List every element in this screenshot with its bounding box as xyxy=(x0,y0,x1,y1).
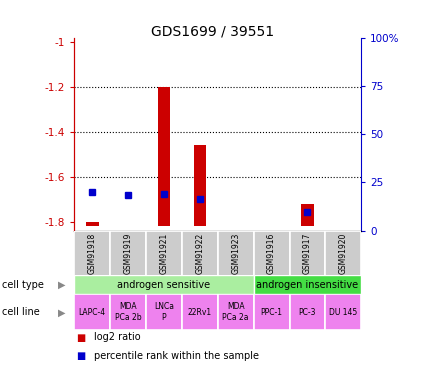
Bar xyxy=(254,275,361,294)
Text: cell line: cell line xyxy=(2,308,40,317)
Text: ■: ■ xyxy=(76,333,86,342)
Text: GSM91923: GSM91923 xyxy=(231,232,240,274)
Text: MDA
PCa 2b: MDA PCa 2b xyxy=(115,303,142,322)
Text: GSM91921: GSM91921 xyxy=(159,232,169,274)
Text: GSM91916: GSM91916 xyxy=(267,232,276,274)
Bar xyxy=(218,294,254,330)
Text: MDA
PCa 2a: MDA PCa 2a xyxy=(223,303,249,322)
Bar xyxy=(218,231,254,276)
Bar xyxy=(74,294,110,330)
Text: 22Rv1: 22Rv1 xyxy=(188,308,212,316)
Text: GSM91919: GSM91919 xyxy=(124,232,133,274)
Text: ▶: ▶ xyxy=(58,308,65,317)
Bar xyxy=(289,231,326,276)
Text: ▶: ▶ xyxy=(58,280,65,290)
Bar xyxy=(301,204,314,226)
Text: percentile rank within the sample: percentile rank within the sample xyxy=(94,351,258,361)
Text: ■: ■ xyxy=(76,351,86,361)
Text: DU 145: DU 145 xyxy=(329,308,357,316)
Bar xyxy=(194,145,206,226)
Text: GDS1699 / 39551: GDS1699 / 39551 xyxy=(151,24,274,38)
Text: log2 ratio: log2 ratio xyxy=(94,333,140,342)
Text: GSM91918: GSM91918 xyxy=(88,232,97,274)
Bar xyxy=(182,231,218,276)
Bar xyxy=(146,231,182,276)
Bar xyxy=(74,275,254,294)
Bar xyxy=(74,231,110,276)
Bar xyxy=(326,294,361,330)
Text: PPC-1: PPC-1 xyxy=(261,308,283,316)
Text: GSM91922: GSM91922 xyxy=(196,232,204,274)
Bar xyxy=(182,294,218,330)
Text: LAPC-4: LAPC-4 xyxy=(79,308,106,316)
Text: LNCa
P: LNCa P xyxy=(154,303,174,322)
Bar xyxy=(254,231,289,276)
Text: androgen sensitive: androgen sensitive xyxy=(117,280,210,290)
Text: GSM91917: GSM91917 xyxy=(303,232,312,274)
Bar xyxy=(86,222,99,226)
Text: GSM91920: GSM91920 xyxy=(339,232,348,274)
Bar xyxy=(326,231,361,276)
Text: PC-3: PC-3 xyxy=(299,308,316,316)
Bar xyxy=(110,294,146,330)
Text: androgen insensitive: androgen insensitive xyxy=(256,280,359,290)
Bar xyxy=(158,87,170,226)
Bar xyxy=(289,294,326,330)
Bar xyxy=(110,231,146,276)
Text: cell type: cell type xyxy=(2,280,44,290)
Bar xyxy=(146,294,182,330)
Bar xyxy=(254,294,289,330)
